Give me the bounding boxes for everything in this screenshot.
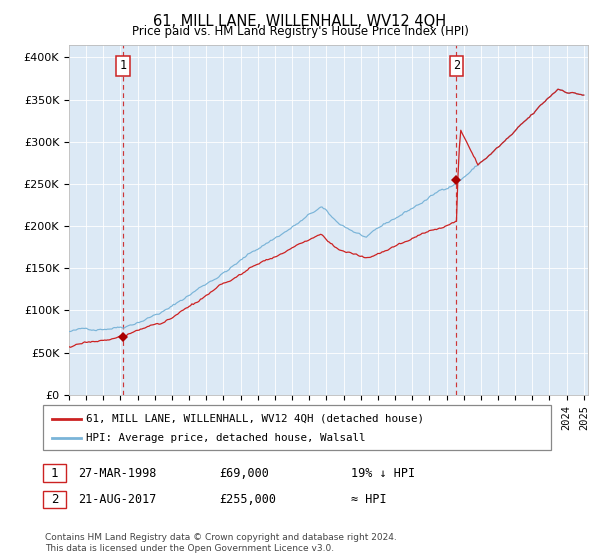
Text: Contains HM Land Registry data © Crown copyright and database right 2024.
This d: Contains HM Land Registry data © Crown c… [45,533,397,553]
Text: 1: 1 [51,466,58,480]
Text: 1: 1 [119,59,127,72]
Text: 27-MAR-1998: 27-MAR-1998 [78,466,157,480]
Text: £255,000: £255,000 [219,493,276,506]
Text: ≈ HPI: ≈ HPI [351,493,386,506]
Text: 61, MILL LANE, WILLENHALL, WV12 4QH: 61, MILL LANE, WILLENHALL, WV12 4QH [154,14,446,29]
Text: £69,000: £69,000 [219,466,269,480]
Text: 2: 2 [453,59,460,72]
Text: HPI: Average price, detached house, Walsall: HPI: Average price, detached house, Wals… [86,433,365,443]
Text: 2: 2 [51,493,58,506]
Text: 61, MILL LANE, WILLENHALL, WV12 4QH (detached house): 61, MILL LANE, WILLENHALL, WV12 4QH (det… [86,414,424,424]
Text: Price paid vs. HM Land Registry's House Price Index (HPI): Price paid vs. HM Land Registry's House … [131,25,469,38]
Text: 21-AUG-2017: 21-AUG-2017 [78,493,157,506]
Text: 19% ↓ HPI: 19% ↓ HPI [351,466,415,480]
